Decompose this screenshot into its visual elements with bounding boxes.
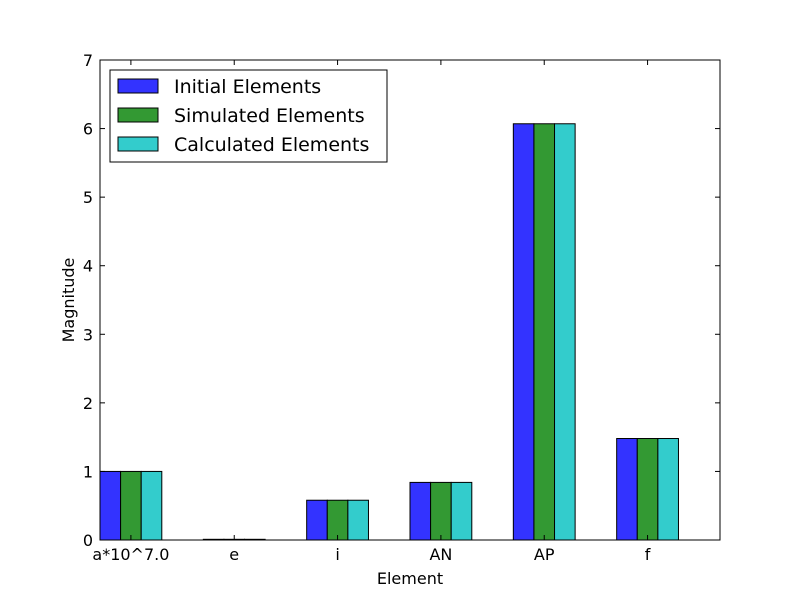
y-tick-label: 1 xyxy=(83,462,93,481)
x-tick-label: AP xyxy=(534,545,555,564)
y-tick-label: 4 xyxy=(83,257,93,276)
x-tick-label: i xyxy=(335,545,339,564)
bar-1-6 xyxy=(616,438,638,541)
legend-label: Simulated Elements xyxy=(174,105,365,127)
y-tick-label: 0 xyxy=(83,531,93,550)
bar-1-3 xyxy=(306,499,328,541)
bar-2-6 xyxy=(636,438,659,541)
x-tick-label: a*10^7.0 xyxy=(92,545,169,564)
plot-area-frame xyxy=(99,59,721,541)
legend-label: Calculated Elements xyxy=(174,134,369,156)
legend-swatch xyxy=(117,107,159,123)
bar-3-4 xyxy=(450,481,473,541)
bar-2-5 xyxy=(533,123,556,541)
y-tick-label: 3 xyxy=(83,325,93,344)
legend-label: Initial Elements xyxy=(174,76,321,98)
legend: Initial Elements Simulated Elements Calcul… xyxy=(109,69,388,163)
y-tick-label: 7 xyxy=(83,51,93,70)
bars-group xyxy=(99,123,679,541)
bar-2-3 xyxy=(326,499,349,541)
y-axis-label: Magnitude xyxy=(59,258,78,343)
y-tick-label: 2 xyxy=(83,394,93,413)
legend-swatch xyxy=(117,78,159,94)
y-tick-label: 5 xyxy=(83,188,93,207)
x-tick-label: AN xyxy=(429,545,452,564)
bar-1-1 xyxy=(99,470,122,541)
bar-2-4 xyxy=(430,481,452,541)
x-tick-label: e xyxy=(229,545,239,564)
legend-swatch xyxy=(117,136,159,152)
bar-3-6 xyxy=(657,438,679,541)
x-axis-label: Element xyxy=(377,569,443,588)
bar-2-1 xyxy=(120,470,142,541)
y-tick-label: 6 xyxy=(83,120,93,139)
y-axis-ticks: 0 1 2 3 4 5 6 7 xyxy=(83,51,720,550)
x-tick-label: f xyxy=(645,545,651,564)
bar-3-3 xyxy=(347,499,369,541)
bar-1-4 xyxy=(409,481,432,541)
bar-3-5 xyxy=(554,123,576,541)
bar-1-5 xyxy=(512,123,535,541)
bar-3-1 xyxy=(140,470,163,541)
x-axis-ticks: a*10^7.0 e i AN AP f xyxy=(92,60,651,564)
